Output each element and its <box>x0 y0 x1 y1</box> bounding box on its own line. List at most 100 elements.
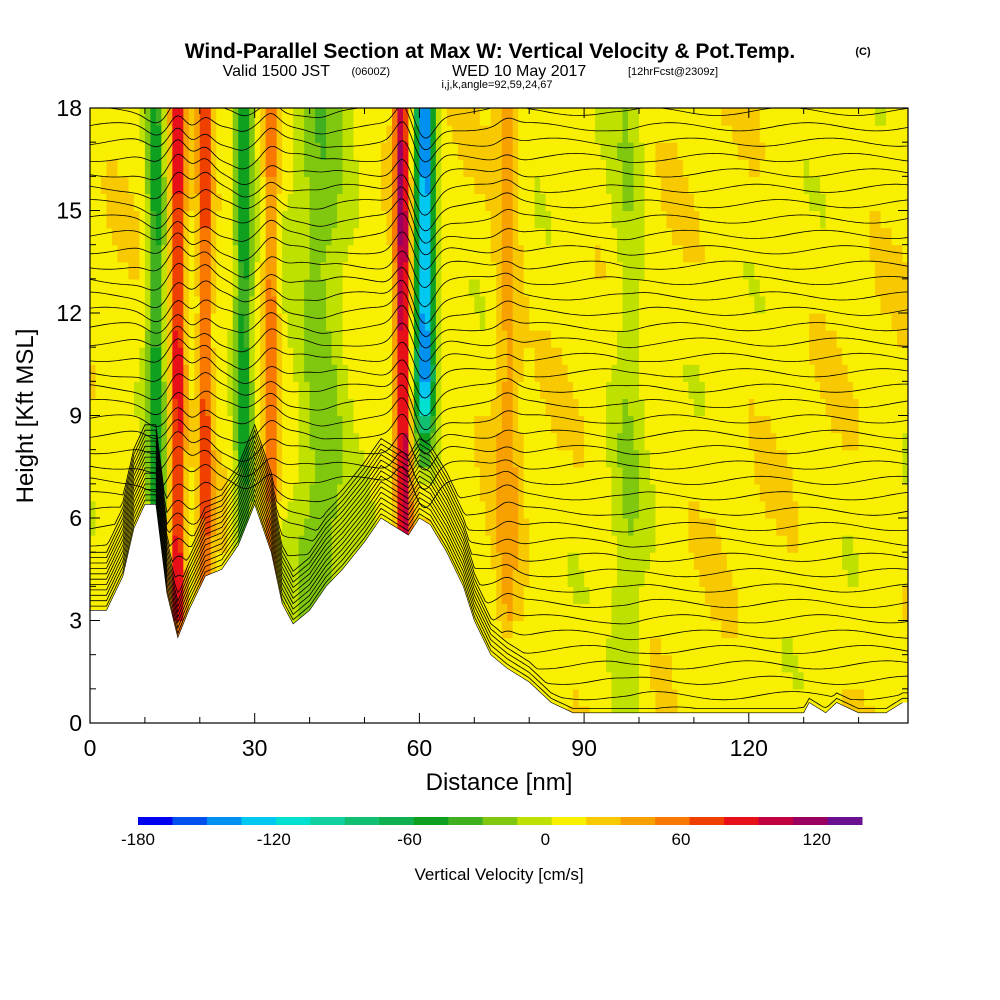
velocity-cell <box>534 398 541 417</box>
velocity-cell <box>188 227 195 246</box>
velocity-cell <box>501 125 508 143</box>
velocity-cell <box>496 466 503 485</box>
velocity-cell <box>655 125 662 143</box>
velocity-cell <box>765 364 772 382</box>
velocity-cell <box>748 637 755 656</box>
velocity-cell <box>534 295 541 314</box>
velocity-cell <box>90 227 97 246</box>
velocity-cell <box>490 449 497 468</box>
velocity-cell <box>271 330 278 348</box>
velocity-cell <box>496 569 503 587</box>
velocity-cell <box>435 295 442 314</box>
velocity-cell <box>721 210 728 229</box>
velocity-cell <box>512 244 519 263</box>
velocity-cell <box>820 500 827 519</box>
velocity-cell <box>375 142 382 160</box>
velocity-cell <box>364 518 371 536</box>
velocity-cell <box>765 671 772 690</box>
velocity-cell <box>809 620 816 639</box>
velocity-cell <box>238 244 245 263</box>
velocity-cell <box>578 449 585 468</box>
velocity-cell <box>562 654 569 673</box>
velocity-cell <box>507 142 514 160</box>
velocity-cell <box>315 261 322 280</box>
velocity-cell <box>567 586 574 605</box>
velocity-cell <box>726 466 733 485</box>
velocity-cell <box>682 261 689 280</box>
velocity-cell <box>106 193 113 212</box>
velocity-cell <box>95 278 102 297</box>
velocity-cell <box>474 500 481 519</box>
velocity-cell <box>364 125 371 143</box>
velocity-cell <box>622 176 629 195</box>
velocity-cell <box>611 620 618 639</box>
velocity-cell <box>595 466 602 485</box>
velocity-cell <box>457 313 464 331</box>
velocity-cell <box>595 483 602 502</box>
velocity-cell <box>117 449 124 468</box>
velocity-cell <box>468 142 475 160</box>
velocity-cell <box>649 654 657 673</box>
velocity-cell <box>529 176 536 195</box>
velocity-cell <box>304 261 311 280</box>
velocity-cell <box>359 193 366 212</box>
velocity-cell <box>391 295 399 314</box>
velocity-cell <box>699 347 706 365</box>
velocity-cell <box>348 330 355 348</box>
velocity-cell <box>655 654 662 673</box>
velocity-cell <box>726 261 733 280</box>
velocity-cell <box>836 295 843 314</box>
velocity-cell <box>737 586 744 605</box>
velocity-cell <box>150 176 157 195</box>
velocity-cell <box>606 552 613 570</box>
velocity-cell <box>628 688 635 707</box>
velocity-cell <box>551 347 558 365</box>
velocity-cell <box>435 432 442 451</box>
velocity-cell <box>463 466 470 485</box>
velocity-cell <box>787 654 794 673</box>
velocity-cell <box>485 261 492 280</box>
velocity-cell <box>556 500 563 519</box>
velocity-cell <box>556 535 563 553</box>
velocity-cell <box>644 483 651 502</box>
velocity-cell <box>364 108 371 126</box>
velocity-cell <box>419 261 426 280</box>
velocity-cell <box>567 415 574 434</box>
velocity-cell <box>677 347 684 365</box>
velocity-cell <box>298 364 305 382</box>
velocity-cell <box>463 483 470 502</box>
velocity-cell <box>100 449 108 468</box>
velocity-cell <box>479 193 486 212</box>
velocity-cell <box>298 261 305 280</box>
velocity-cell <box>809 244 816 263</box>
velocity-cell <box>199 278 206 297</box>
velocity-cell <box>721 500 728 519</box>
velocity-cell <box>408 483 415 502</box>
velocity-cell <box>759 159 766 177</box>
velocity-cell <box>320 244 327 263</box>
velocity-cell <box>474 313 481 331</box>
velocity-cell <box>754 449 761 468</box>
velocity-cell <box>765 500 772 519</box>
velocity-cell <box>567 125 574 143</box>
velocity-cell <box>188 125 195 143</box>
velocity-cell <box>150 398 157 417</box>
velocity-cell <box>320 313 327 331</box>
velocity-cell <box>688 347 695 365</box>
velocity-cell <box>205 227 212 246</box>
velocity-cell <box>375 193 382 212</box>
velocity-cell <box>743 210 750 229</box>
velocity-cell <box>408 125 415 143</box>
velocity-cell <box>682 500 689 519</box>
velocity-cell <box>748 569 755 587</box>
velocity-cell <box>95 313 102 331</box>
velocity-cell <box>589 210 596 229</box>
velocity-cell <box>364 398 371 417</box>
velocity-cell <box>567 142 574 160</box>
velocity-cell <box>457 518 464 536</box>
velocity-cell <box>238 159 245 177</box>
velocity-cell <box>90 313 97 331</box>
velocity-cell <box>463 210 470 229</box>
velocity-cell <box>628 415 635 434</box>
velocity-cell <box>342 483 349 502</box>
